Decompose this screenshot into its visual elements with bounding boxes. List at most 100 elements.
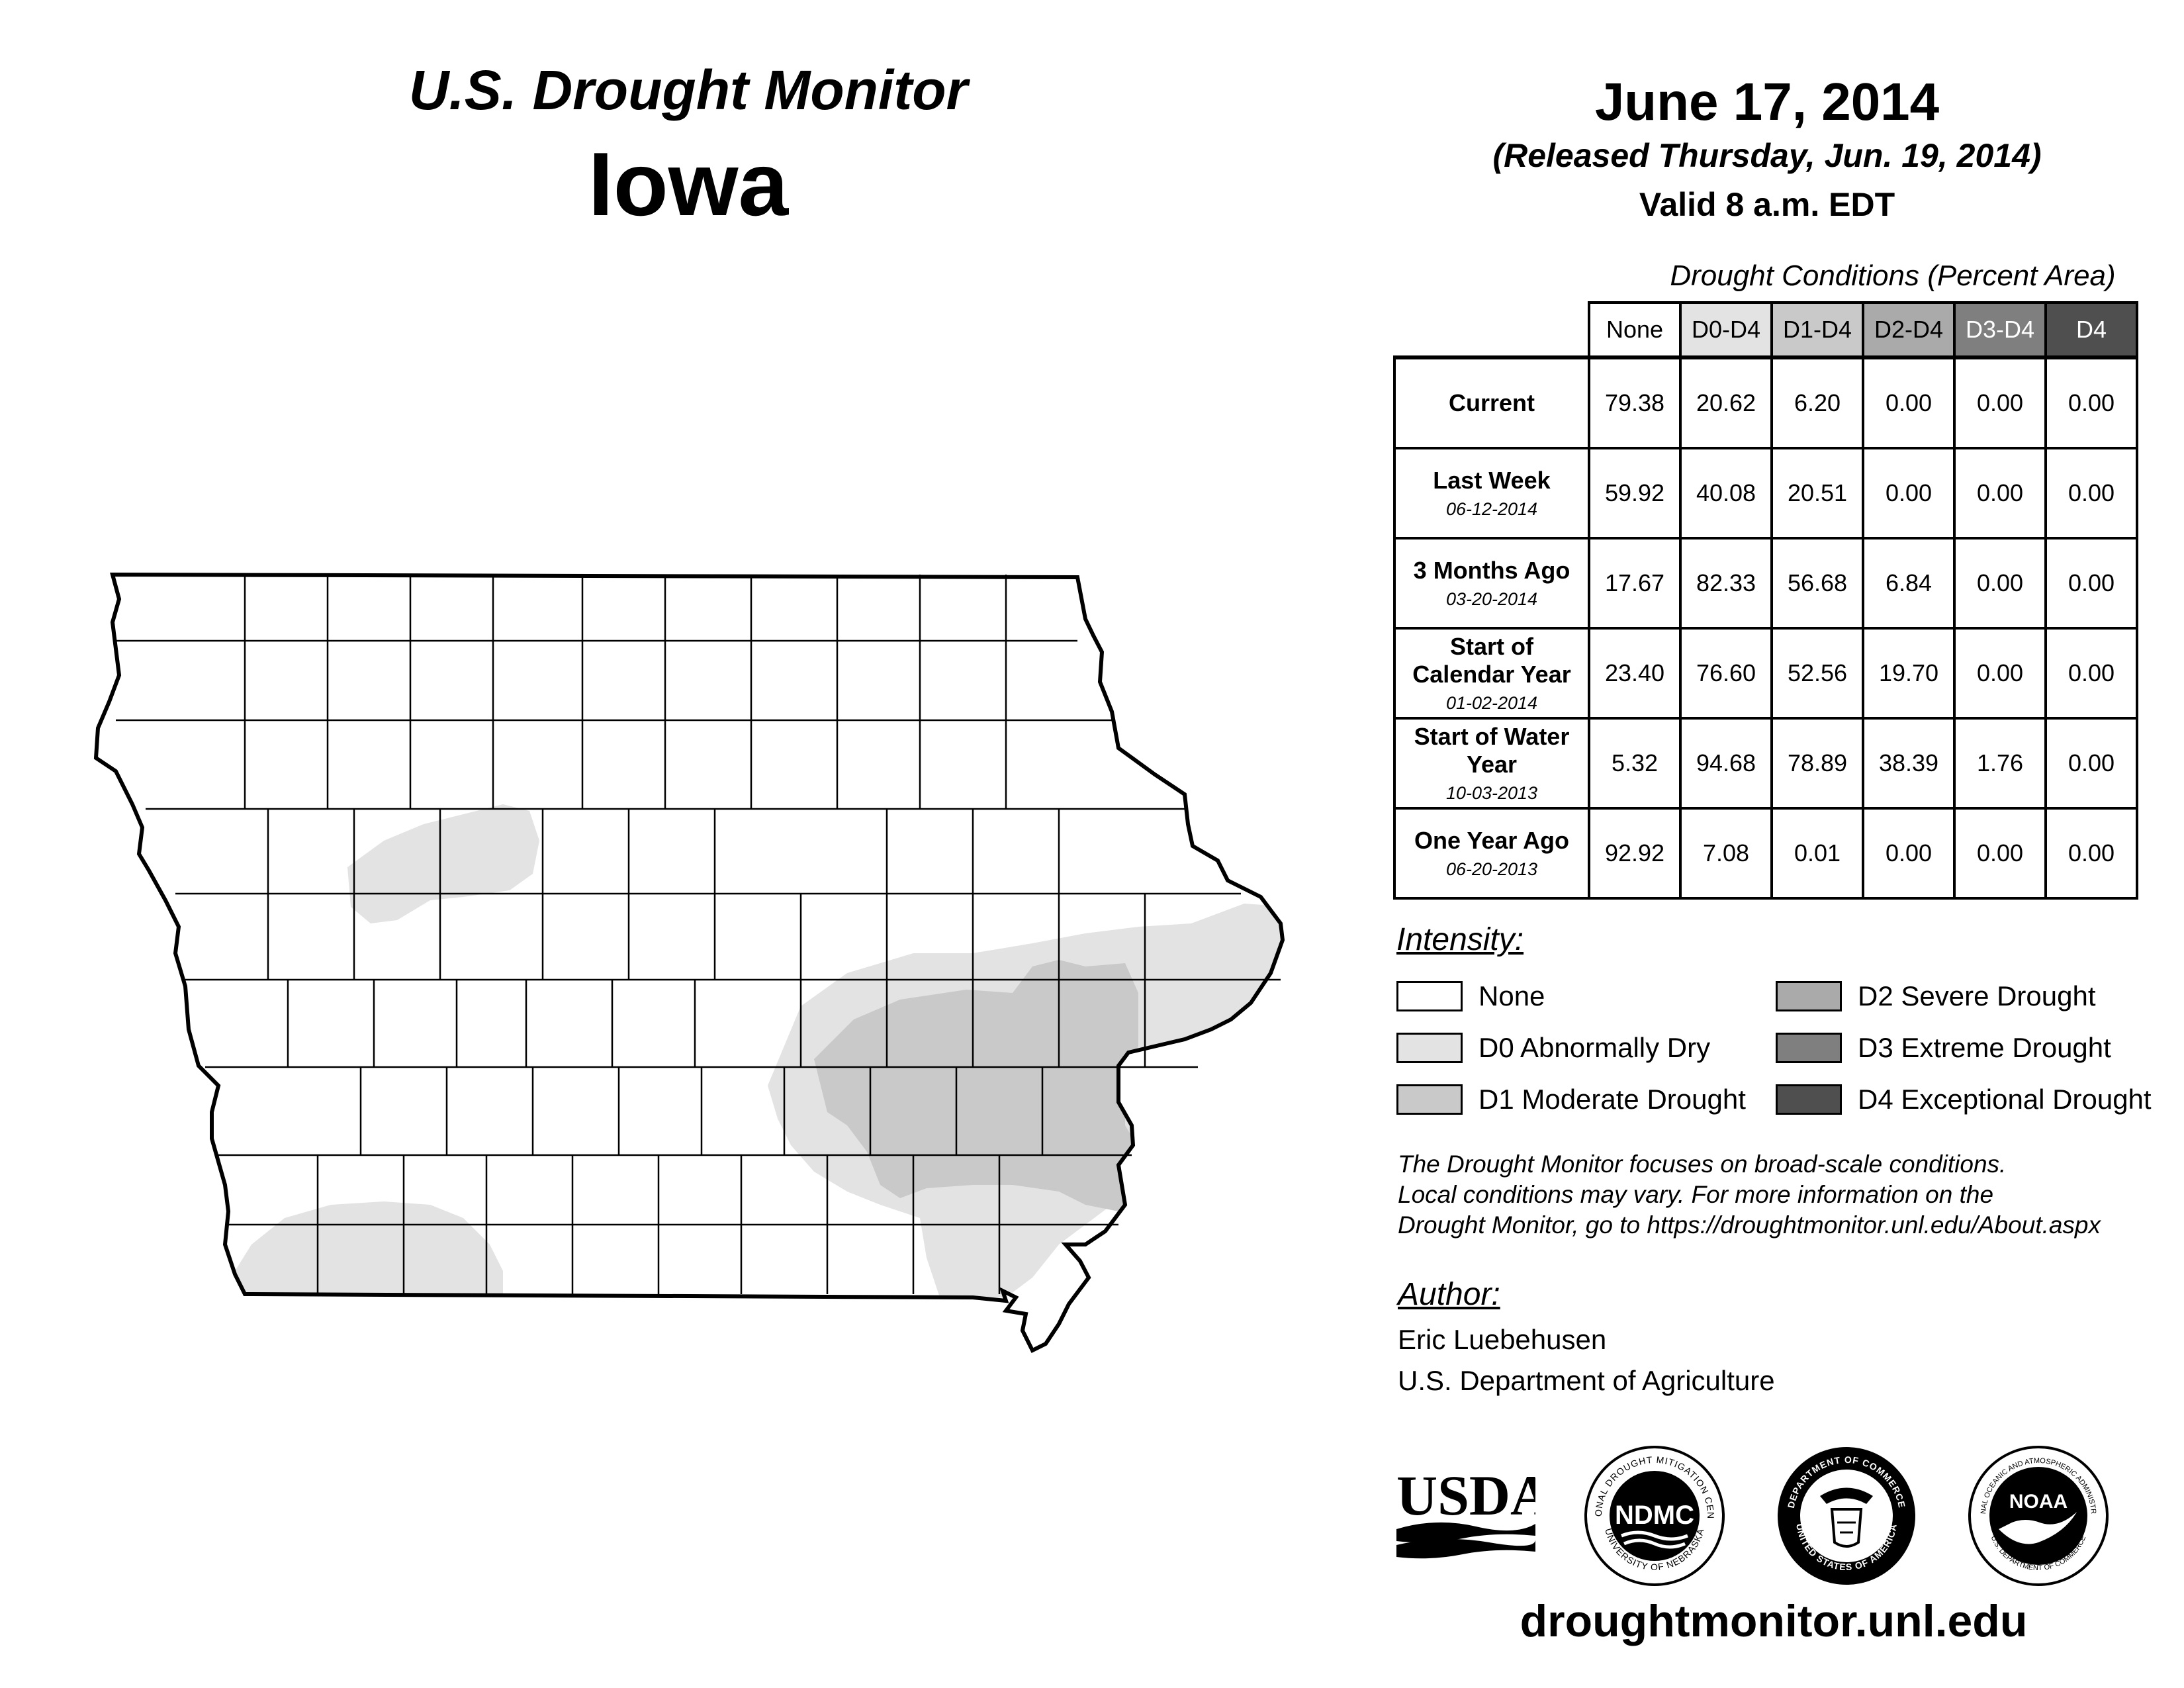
cell-value: 38.39 xyxy=(1862,717,1956,810)
row-date: 06-12-2014 xyxy=(1445,499,1538,519)
cell-value: 78.89 xyxy=(1770,717,1864,810)
legend-swatch xyxy=(1776,981,1842,1011)
conditions-caption: Drought Conditions (Percent Area) xyxy=(1670,259,2116,292)
noaa-logo: NATIONAL OCEANIC AND ATMOSPHERIC ADMINIS… xyxy=(1966,1443,2109,1586)
col-header-none: None xyxy=(1588,301,1682,359)
map-date: June 17, 2014 xyxy=(1594,72,1940,131)
cell-value: 20.51 xyxy=(1770,447,1864,539)
legend-item-none: None xyxy=(1396,978,1545,1014)
ndmc-logo: NATIONAL DROUGHT MITIGATION CENTER UNIVE… xyxy=(1582,1443,1725,1586)
col-header-d3-d4: D3-D4 xyxy=(1953,301,2047,359)
legend-swatch xyxy=(1776,1033,1842,1063)
cell-value: 0.00 xyxy=(2044,717,2138,810)
cell-value: 23.40 xyxy=(1588,627,1682,720)
col-header-d0-d4: D0-D4 xyxy=(1679,301,1773,359)
cell-value: 59.92 xyxy=(1588,447,1682,539)
legend-label: D2 Severe Drought xyxy=(1858,980,2096,1011)
usda-logo: USDA xyxy=(1396,1464,1535,1559)
legend-item-d4: D4 Exceptional Drought xyxy=(1776,1082,2152,1117)
cell-value: 6.20 xyxy=(1770,355,1864,449)
row-label: Last Week 06-12-2014 xyxy=(1393,447,1590,539)
table-row: One Year Ago 06-20-2013 92.92 7.08 0.01 0… xyxy=(1393,807,2138,900)
cell-value: 17.67 xyxy=(1588,537,1682,630)
row-date: 03-20-2014 xyxy=(1445,589,1538,609)
cell-value: 52.56 xyxy=(1770,627,1864,720)
cell-value: 92.92 xyxy=(1588,807,1682,900)
cell-value: 20.62 xyxy=(1679,355,1773,449)
cell-value: 0.00 xyxy=(2044,807,2138,900)
usda-logo-text: USDA xyxy=(1396,1464,1535,1527)
drought-conditions-table: None D0-D4 D1-D4 D2-D4 D3-D4 D4 Current … xyxy=(1393,301,2138,900)
legend-swatch xyxy=(1396,1084,1463,1115)
cell-value: 0.00 xyxy=(1953,537,2047,630)
website-link[interactable]: droughtmonitor.unl.edu xyxy=(1520,1596,2028,1646)
row-date: 06-20-2013 xyxy=(1445,859,1538,879)
author-name: Eric Luebehusen xyxy=(1398,1324,1607,1355)
cell-value: 0.00 xyxy=(2044,537,2138,630)
state-name: Iowa xyxy=(588,134,789,234)
row-title: Start of Water Year xyxy=(1414,723,1570,778)
cell-value: 7.08 xyxy=(1679,807,1773,900)
legend-label: D4 Exceptional Drought xyxy=(1858,1084,2152,1115)
cell-value: 82.33 xyxy=(1679,537,1773,630)
table-row: Start of Water Year 10-03-2013 5.32 94.68… xyxy=(1393,717,2138,810)
row-label: One Year Ago 06-20-2013 xyxy=(1393,807,1590,900)
cell-value: 0.00 xyxy=(2044,447,2138,539)
d0-area-north-central xyxy=(347,804,539,923)
legend-item-d3: D3 Extreme Drought xyxy=(1776,1030,2111,1066)
col-header-d4: D4 xyxy=(2044,301,2138,359)
disclaimer-line: Drought Monitor, go to https://droughtmo… xyxy=(1398,1211,2101,1239)
map-title: U.S. Drought Monitor xyxy=(408,59,968,121)
col-header-d1-d4: D1-D4 xyxy=(1770,301,1864,359)
cell-value: 56.68 xyxy=(1770,537,1864,630)
row-title: Start of Calendar Year xyxy=(1412,633,1571,688)
ndmc-logo-text: NDMC xyxy=(1615,1501,1694,1530)
cell-value: 0.00 xyxy=(2044,627,2138,720)
disclaimer-line: The Drought Monitor focuses on broad-sca… xyxy=(1398,1150,2007,1178)
cell-value: 5.32 xyxy=(1588,717,1682,810)
row-label: 3 Months Ago 03-20-2014 xyxy=(1393,537,1590,630)
row-date: 10-03-2013 xyxy=(1445,783,1538,803)
cell-value: 0.00 xyxy=(1862,355,1956,449)
legend-title: Intensity: xyxy=(1396,922,1524,957)
cell-value: 0.00 xyxy=(1862,807,1956,900)
row-label: Start of Water Year 10-03-2013 xyxy=(1393,717,1590,810)
legend-label: D1 Moderate Drought xyxy=(1479,1084,1746,1115)
legend-label: None xyxy=(1479,980,1545,1011)
cell-value: 0.00 xyxy=(1953,807,2047,900)
legend-item-d0: D0 Abnormally Dry xyxy=(1396,1030,1710,1066)
legend-item-d1: D1 Moderate Drought xyxy=(1396,1082,1746,1117)
valid-time: Valid 8 a.m. EDT xyxy=(1639,186,1895,223)
noaa-logo-text: NOAA xyxy=(2009,1491,2068,1513)
row-title: 3 Months Ago xyxy=(1413,557,1570,584)
col-header-d2-d4: D2-D4 xyxy=(1862,301,1956,359)
cell-value: 76.60 xyxy=(1679,627,1773,720)
table-row: Current 79.38 20.62 6.20 0.00 0.00 0.00 xyxy=(1393,355,2138,449)
cell-value: 0.00 xyxy=(1953,355,2047,449)
release-date: (Released Thursday, Jun. 19, 2014) xyxy=(1492,137,2042,174)
cell-value: 0.01 xyxy=(1770,807,1864,900)
dept-commerce-seal: DEPARTMENT OF COMMERCE UNITED STATES OF … xyxy=(1778,1447,1915,1585)
d0-area-southwest xyxy=(218,1201,503,1297)
table-row: Start of Calendar Year 01-02-2014 23.40 7… xyxy=(1393,627,2138,720)
row-label: Current xyxy=(1393,355,1590,449)
cell-value: 0.00 xyxy=(1953,447,2047,539)
cell-value: 19.70 xyxy=(1862,627,1956,720)
cell-value: 0.00 xyxy=(1953,627,2047,720)
legend-swatch xyxy=(1396,981,1463,1011)
table-row: Last Week 06-12-2014 59.92 40.08 20.51 0.… xyxy=(1393,447,2138,539)
cell-value: 6.84 xyxy=(1862,537,1956,630)
table-corner xyxy=(1394,303,1590,359)
iowa-drought-map xyxy=(93,572,1285,1354)
cell-value: 79.38 xyxy=(1588,355,1682,449)
iowa-state-outline xyxy=(93,572,1285,1354)
d1-area-east xyxy=(814,960,1145,1211)
row-date: 01-02-2014 xyxy=(1445,693,1538,713)
row-title: Current xyxy=(1448,389,1535,416)
cell-value: 1.76 xyxy=(1953,717,2047,810)
legend-swatch xyxy=(1776,1084,1842,1115)
disclaimer-text: The Drought Monitor focuses on broad-sca… xyxy=(1398,1149,2179,1241)
author-organization: U.S. Department of Agriculture xyxy=(1398,1365,1775,1396)
table-row: 3 Months Ago 03-20-2014 17.67 82.33 56.68… xyxy=(1393,537,2138,630)
author-heading: Author: xyxy=(1398,1277,1500,1312)
